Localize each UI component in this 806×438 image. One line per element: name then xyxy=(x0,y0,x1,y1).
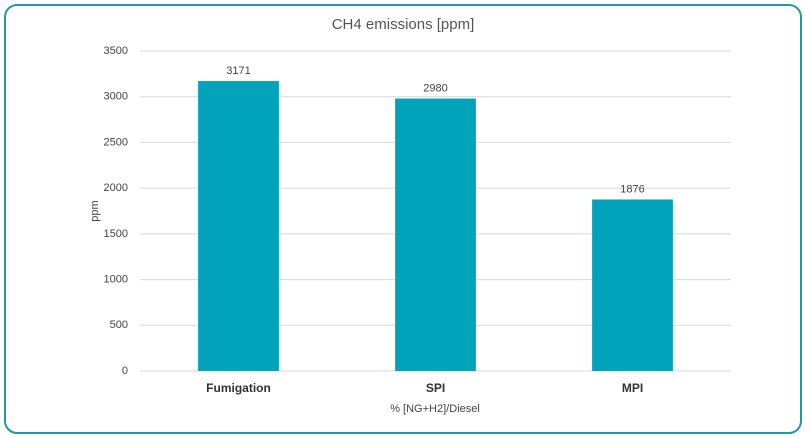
y-tick-label: 2500 xyxy=(104,136,128,148)
y-axis-label: ppm xyxy=(89,200,101,221)
data-label: 2980 xyxy=(423,82,447,94)
bar xyxy=(592,199,673,371)
data-label: 3171 xyxy=(226,65,250,77)
y-tick-label: 1500 xyxy=(104,228,128,240)
x-axis-label: % [NG+H2]/Diesel xyxy=(390,403,480,415)
x-tick-label: Fumigation xyxy=(206,381,271,395)
chart-title: CH4 emissions [ppm] xyxy=(332,16,475,33)
bar xyxy=(198,81,279,371)
y-tick-label: 2000 xyxy=(104,182,128,194)
y-tick-label: 3500 xyxy=(104,45,128,57)
y-tick-label: 3000 xyxy=(104,91,128,103)
x-tick-label: MPI xyxy=(622,381,643,395)
y-tick-label: 0 xyxy=(122,365,128,377)
bar xyxy=(395,98,476,372)
data-label: 1876 xyxy=(620,183,644,195)
x-tick-label: SPI xyxy=(426,381,445,395)
y-tick-label: 1000 xyxy=(104,273,128,285)
y-tick-label: 500 xyxy=(110,319,128,331)
